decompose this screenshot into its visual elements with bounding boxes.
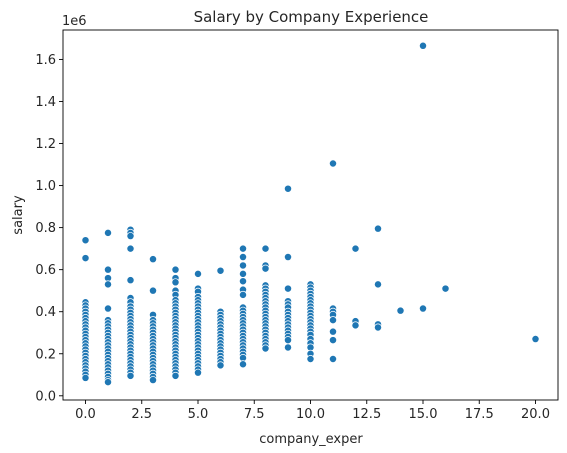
plot-frame [62, 29, 559, 401]
data-point [329, 355, 337, 363]
x-tick-label: 20.0 [521, 407, 550, 422]
data-point [419, 304, 427, 313]
data-point [261, 264, 270, 273]
data-point [329, 327, 337, 336]
data-point [329, 316, 337, 325]
data-point [171, 278, 180, 287]
data-point [284, 253, 292, 261]
y-tick-label: 0.8 [35, 221, 56, 236]
data-point [104, 228, 112, 237]
data-point [104, 280, 112, 289]
data-point [171, 265, 180, 274]
data-point [194, 269, 202, 278]
data-point [284, 284, 292, 293]
data-point [284, 336, 292, 345]
data-point [396, 306, 405, 315]
data-point [329, 159, 337, 168]
y-tick-label: 0.4 [35, 305, 56, 320]
data-point [284, 343, 292, 352]
x-tick-label: 0.0 [75, 407, 96, 422]
data-point [351, 244, 360, 253]
data-point [239, 290, 247, 299]
x-axis-label: company_exper [259, 432, 363, 447]
data-point [216, 361, 225, 370]
x-tick-label: 17.5 [465, 407, 494, 422]
data-point [239, 360, 247, 369]
data-point [531, 335, 540, 343]
data-point [149, 255, 157, 264]
data-point [104, 265, 112, 274]
x-tick-label: 2.5 [131, 407, 152, 422]
data-point [194, 368, 202, 377]
y-offset-label: 1e6 [62, 14, 87, 29]
data-point [104, 304, 112, 313]
data-point [126, 371, 135, 380]
y-axis-ticks: 0.0 0.2 0.4 0.6 0.8 1.0 1.2 1.4 1.6 [35, 53, 63, 404]
points-layer [81, 41, 540, 387]
data-point [239, 277, 247, 286]
x-tick-label: 12.5 [352, 407, 381, 422]
data-point [126, 232, 135, 240]
data-point [126, 244, 135, 253]
data-point [374, 280, 382, 289]
data-point [239, 253, 247, 261]
x-tick-label: 15.0 [409, 407, 438, 422]
data-point [351, 321, 360, 330]
data-point [239, 269, 247, 278]
data-point [419, 41, 427, 50]
y-tick-label: 1.6 [35, 53, 56, 68]
chart-title: Salary by Company Experience [194, 8, 429, 26]
data-point [441, 284, 450, 293]
y-tick-label: 1.4 [35, 95, 56, 110]
data-point [239, 244, 247, 253]
data-point [261, 244, 270, 253]
data-point [126, 276, 135, 285]
y-tick-label: 0.6 [35, 263, 56, 278]
data-point [239, 261, 247, 270]
data-point [374, 323, 382, 332]
y-axis-label: salary [11, 195, 26, 235]
data-point [104, 378, 112, 387]
data-point [81, 254, 90, 263]
y-tick-label: 0.2 [35, 347, 56, 362]
data-point [81, 236, 90, 245]
x-tick-label: 5.0 [188, 407, 209, 422]
x-axis-ticks: 0.0 2.5 5.0 7.5 10.0 12.5 15.0 17.5 20.0 [75, 400, 550, 422]
y-tick-label: 1.0 [35, 179, 56, 194]
data-point [306, 355, 315, 363]
data-point [261, 344, 270, 353]
data-point [81, 373, 90, 382]
data-point [284, 184, 292, 193]
data-point [374, 224, 382, 233]
x-tick-label: 7.5 [244, 407, 265, 422]
data-point [171, 371, 180, 380]
y-tick-label: 1.2 [35, 137, 56, 152]
data-point [149, 376, 157, 384]
data-point [149, 286, 157, 295]
x-tick-label: 10.0 [296, 407, 325, 422]
y-tick-label: 0.0 [35, 389, 56, 404]
data-point [329, 336, 337, 345]
data-point [216, 266, 225, 275]
